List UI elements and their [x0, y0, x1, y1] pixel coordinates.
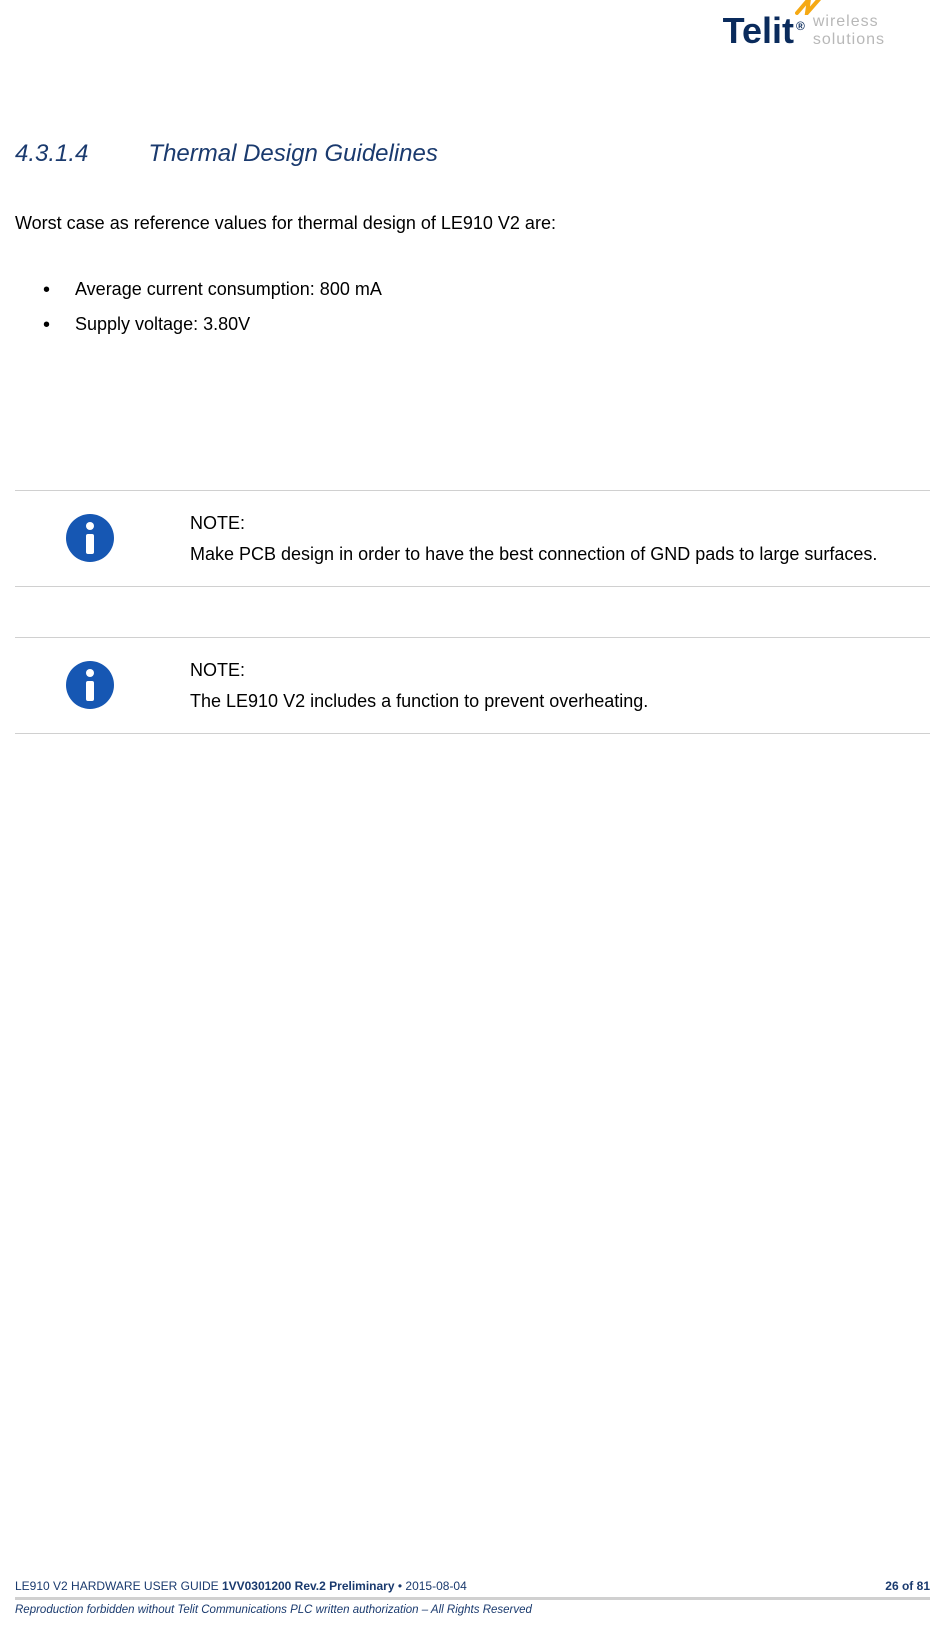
registered-mark: ®	[796, 19, 805, 33]
info-icon	[65, 660, 115, 715]
section-heading: 4.3.1.4 Thermal Design Guidelines	[15, 140, 930, 168]
note-body: Make PCB design in order to have the bes…	[190, 544, 930, 565]
page-container: Telit® wireless solutions 4.3.1.4 Therma…	[0, 0, 945, 1641]
note-label: NOTE:	[190, 660, 930, 681]
footer-divider	[15, 1597, 930, 1600]
info-icon	[65, 513, 115, 568]
note-text-block: NOTE: The LE910 V2 includes a function t…	[190, 660, 930, 712]
logo-block: Telit® wireless solutions	[723, 10, 885, 52]
bullet-list: Average current consumption: 800 mA Supp…	[15, 279, 930, 335]
list-item: Average current consumption: 800 mA	[43, 279, 930, 300]
note-callout: NOTE: The LE910 V2 includes a function t…	[15, 637, 930, 734]
note-text-block: NOTE: Make PCB design in order to have t…	[190, 513, 930, 565]
note-body: The LE910 V2 includes a function to prev…	[190, 691, 930, 712]
note-callout: NOTE: Make PCB design in order to have t…	[15, 490, 930, 587]
footer-page-number: 26 of 81	[885, 1579, 930, 1593]
footer-doc-line: LE910 V2 HARDWARE USER GUIDE 1VV0301200 …	[15, 1579, 930, 1593]
section-number: 4.3.1.4	[15, 140, 88, 168]
intro-paragraph: Worst case as reference values for therm…	[15, 213, 930, 234]
logo-company-name: Telit®	[723, 10, 805, 52]
footer-copyright: Reproduction forbidden without Telit Com…	[15, 1604, 930, 1616]
logo-tagline: wireless solutions	[813, 13, 885, 48]
list-item: Supply voltage: 3.80V	[43, 314, 930, 335]
content-area: 4.3.1.4 Thermal Design Guidelines Worst …	[15, 140, 930, 734]
footer-doc-info: LE910 V2 HARDWARE USER GUIDE 1VV0301200 …	[15, 1579, 467, 1593]
note-label: NOTE:	[190, 513, 930, 534]
section-title: Thermal Design Guidelines	[148, 140, 437, 168]
page-footer: LE910 V2 HARDWARE USER GUIDE 1VV0301200 …	[15, 1579, 930, 1616]
